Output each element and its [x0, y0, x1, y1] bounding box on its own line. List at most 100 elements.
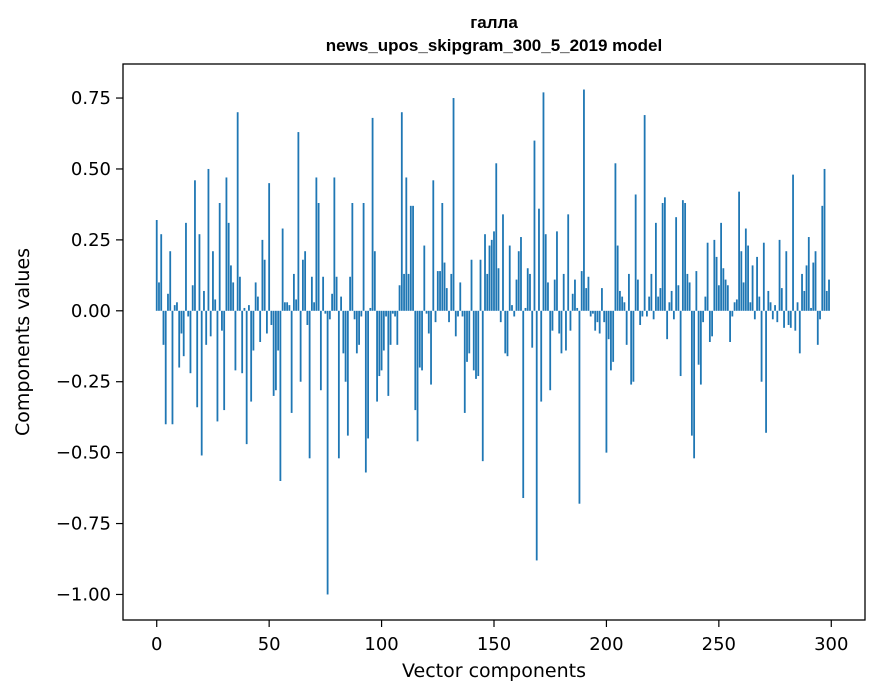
bar	[400, 112, 403, 311]
bar	[398, 285, 401, 311]
bar	[776, 310, 779, 323]
bar	[182, 310, 185, 357]
bar	[360, 310, 363, 317]
bar	[533, 140, 536, 311]
bar	[810, 307, 812, 311]
bar	[711, 310, 713, 337]
bar	[362, 203, 365, 311]
bar	[313, 302, 316, 311]
bar	[542, 92, 545, 311]
bar	[250, 310, 253, 402]
bar	[585, 288, 588, 311]
bar	[423, 245, 426, 311]
bar	[601, 288, 603, 311]
bar	[702, 310, 705, 323]
bar	[744, 228, 747, 311]
bar	[765, 310, 767, 433]
bar	[646, 310, 648, 317]
bar	[567, 214, 570, 311]
bar	[805, 265, 808, 311]
bar	[317, 203, 320, 311]
bar	[443, 262, 446, 311]
bar	[652, 310, 655, 320]
bar	[771, 310, 774, 320]
x-tick-label: 200	[589, 634, 623, 655]
bar	[614, 163, 617, 311]
bar	[801, 273, 803, 311]
bar	[502, 214, 504, 311]
bar	[731, 310, 734, 317]
bar	[164, 310, 167, 425]
bar	[205, 310, 208, 345]
bar	[560, 310, 563, 354]
bar	[778, 239, 781, 311]
bar	[706, 242, 709, 311]
bar	[670, 290, 673, 311]
bar	[538, 208, 540, 311]
bar	[324, 310, 327, 314]
bar	[513, 310, 516, 317]
bar	[821, 205, 824, 311]
bar	[475, 310, 477, 379]
bar	[603, 310, 606, 323]
bar	[232, 282, 235, 311]
bar	[679, 310, 682, 377]
bar	[189, 310, 192, 374]
y-tick-label: −0.50	[56, 443, 111, 464]
bar	[720, 222, 722, 311]
bar	[628, 273, 630, 311]
bar	[688, 282, 691, 311]
bar	[432, 180, 435, 311]
bar	[729, 310, 731, 342]
bar	[380, 310, 383, 371]
bar	[382, 310, 385, 351]
bar	[439, 271, 441, 311]
bar	[391, 310, 394, 314]
bar	[623, 302, 626, 311]
bar	[587, 276, 590, 311]
bar	[418, 310, 421, 368]
bar	[605, 310, 608, 453]
bar	[358, 310, 360, 345]
bar	[488, 245, 491, 311]
bar	[241, 310, 244, 374]
bar	[612, 310, 615, 362]
bar	[576, 307, 579, 311]
bar	[466, 310, 468, 362]
bar	[639, 310, 642, 325]
bar	[812, 262, 815, 311]
bar	[283, 302, 286, 311]
bar	[562, 273, 565, 311]
bar	[351, 203, 354, 311]
bar	[760, 310, 763, 382]
plot-frame	[122, 63, 866, 621]
bar	[335, 276, 338, 311]
bar	[589, 310, 592, 317]
bar	[191, 285, 194, 311]
bar	[796, 302, 799, 311]
bar	[756, 256, 758, 311]
bar	[425, 310, 428, 314]
bar	[279, 310, 282, 481]
bar	[369, 307, 372, 311]
bar	[607, 310, 610, 340]
bar	[461, 310, 464, 317]
bar	[751, 265, 754, 311]
bar	[470, 259, 473, 311]
bar	[616, 245, 619, 311]
x-tick-label: 150	[477, 634, 511, 655]
bar	[816, 310, 819, 345]
bar	[463, 310, 466, 413]
bar	[477, 310, 480, 377]
bar	[580, 271, 583, 311]
bar	[266, 310, 268, 334]
bar	[454, 310, 457, 337]
bar	[774, 305, 776, 311]
bar	[261, 239, 264, 311]
bar	[495, 163, 498, 311]
bar	[378, 310, 381, 377]
bar	[243, 307, 246, 311]
bar	[668, 302, 671, 311]
bar	[798, 310, 801, 354]
bar	[310, 276, 313, 311]
